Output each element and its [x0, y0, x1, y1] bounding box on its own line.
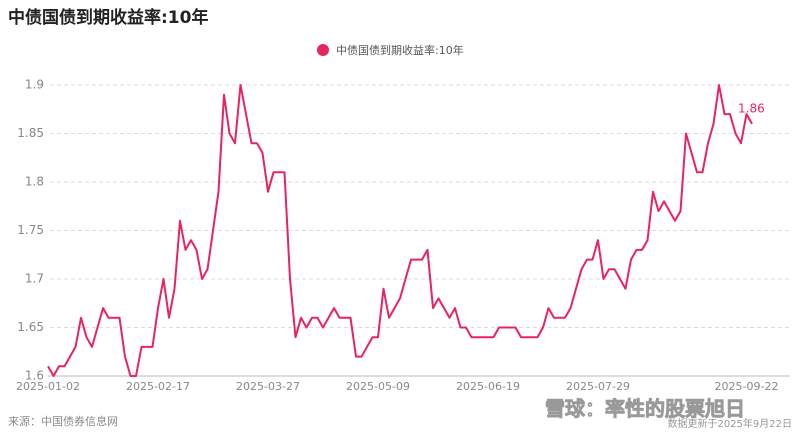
watermark: 雪球：率性的股票旭日 — [545, 397, 745, 421]
y-tick-label: 1.75 — [17, 223, 44, 237]
x-tick-label: 2025-07-29 — [566, 380, 630, 393]
y-tick-label: 1.65 — [17, 320, 44, 334]
legend-label: 中债国债到期收益率:10年 — [336, 43, 464, 57]
source: 来源：中国债券信息网 — [8, 414, 118, 428]
chart-title: 中债国债到期收益率:10年 — [8, 7, 208, 28]
y-tick-label: 1.85 — [17, 126, 44, 140]
x-tick-label: 2025-03-27 — [236, 380, 300, 393]
update-note: 数据更新于2025年9月22日 — [667, 417, 792, 430]
x-tick-label: 2025-01-02 — [16, 380, 80, 393]
x-tick-label: 2025-06-19 — [456, 380, 520, 393]
y-tick-label: 1.9 — [25, 78, 44, 92]
line-series — [47, 84, 753, 377]
y-tick-label: 1.7 — [25, 272, 44, 286]
x-tick-label: 2025-05-09 — [346, 380, 410, 393]
y-tick-label: 1.8 — [25, 175, 44, 189]
y-tick-label: 1.6 — [25, 369, 44, 383]
x-tick-label: 2025-02-17 — [126, 380, 190, 393]
end-label: 1.86 — [738, 101, 765, 115]
legend-marker — [317, 44, 329, 56]
x-tick-label: 2025-09-22 — [715, 380, 779, 393]
